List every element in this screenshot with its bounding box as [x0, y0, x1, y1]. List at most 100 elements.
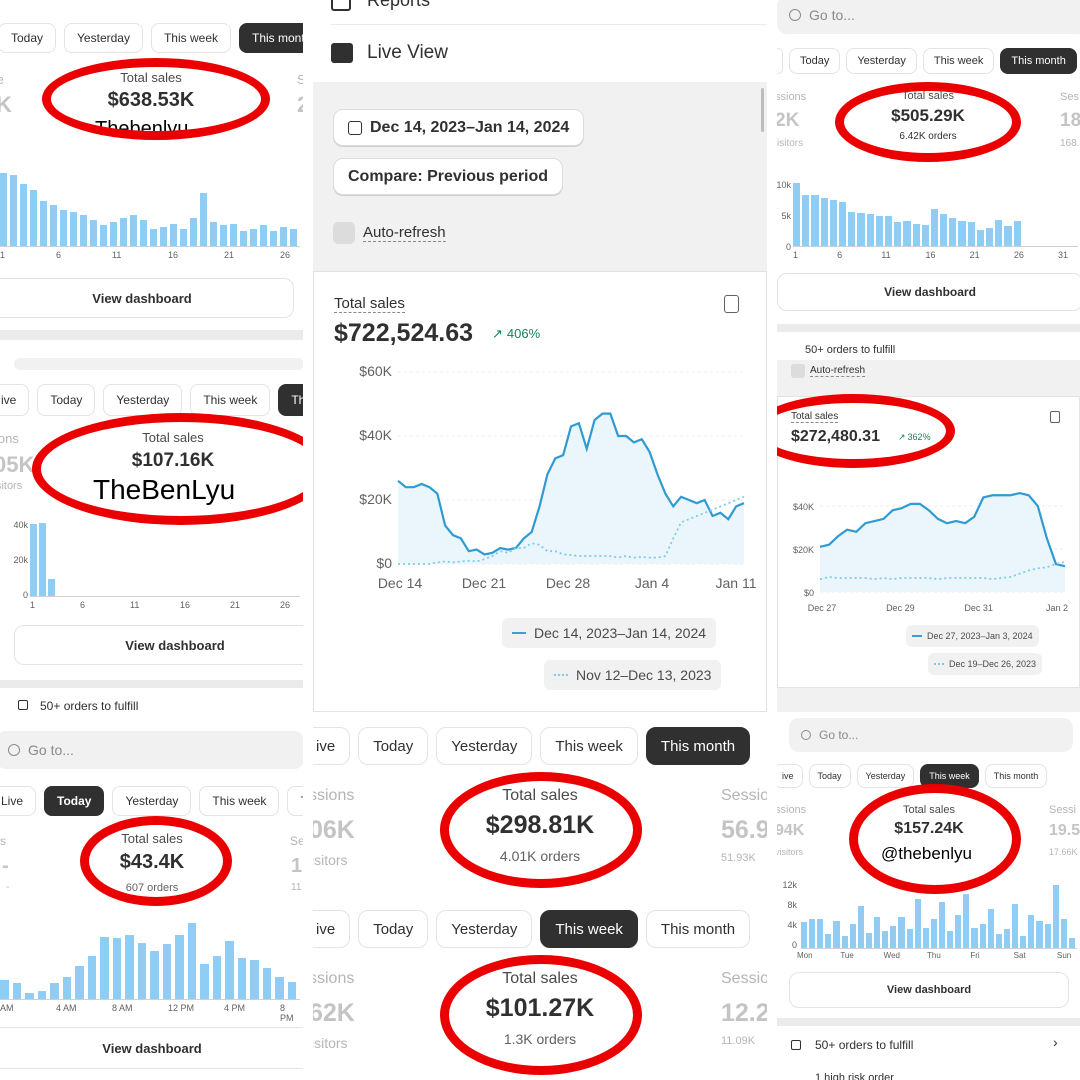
daily-sales-bar-chart [0, 160, 300, 246]
view-dashboard-button[interactable]: View dashboard [789, 972, 1069, 1008]
tab-today[interactable]: Today [808, 764, 851, 788]
area-fill [820, 493, 1065, 592]
tab-this-week[interactable]: This week [199, 786, 280, 816]
tab-this-week[interactable]: This week [540, 910, 638, 948]
x-tick-label: 11 [112, 250, 122, 260]
chart-bar [50, 204, 57, 246]
chart-bar [986, 227, 994, 246]
tab-this-week[interactable]: This week [150, 23, 231, 53]
tab-today[interactable]: Today [358, 727, 429, 765]
y-tick-label: 4k [787, 920, 797, 930]
chart-bar [884, 216, 893, 246]
tab-yesterday[interactable]: Yesterday [103, 384, 183, 416]
view-dashboard-button[interactable]: View dashboard [0, 278, 294, 318]
x-tick-label: 31 [1058, 250, 1069, 260]
orders-to-fulfill-label: 50+ orders to fulfill [815, 1038, 914, 1052]
chart-bar [833, 920, 840, 948]
orders-to-fulfill-row[interactable]: 50+ orders to fulfill [18, 699, 138, 713]
visitors-label: isitors [313, 1035, 348, 1051]
checkbox[interactable] [791, 364, 805, 378]
orders-to-fulfill-row[interactable]: 50+ orders to fulfill [791, 1038, 913, 1052]
tab-today[interactable]: Today [44, 786, 105, 816]
change-value: 406% [506, 326, 541, 341]
tab-yesterday[interactable]: Yesterday [64, 23, 143, 53]
scrollbar[interactable] [761, 88, 764, 132]
visitors-label: isitors [313, 852, 348, 868]
tab-live[interactable] [777, 48, 783, 74]
tab-this-week[interactable]: This week [190, 384, 271, 416]
checkbox[interactable] [333, 222, 355, 244]
tab-this-month[interactable]: This month [645, 727, 751, 765]
tab-today[interactable]: Today [0, 23, 57, 53]
auto-refresh-toggle[interactable]: Auto-refresh [333, 222, 446, 244]
chart-bar [1060, 919, 1067, 948]
chart-bar [212, 956, 221, 999]
tab-live[interactable]: ive [0, 384, 30, 416]
tab-this-month[interactable]: This month [645, 910, 751, 948]
total-sales-label: Total sales [903, 804, 955, 816]
series-previous-line [398, 495, 745, 565]
tab-this-week[interactable]: This week [920, 764, 979, 788]
nav-divider [331, 24, 767, 25]
view-dashboard-button[interactable]: View dashboard [0, 1027, 303, 1069]
total-sales-metric: Total sales $638.53K [66, 70, 236, 112]
tab-today[interactable]: Today [358, 910, 429, 948]
search-input[interactable]: Go to... [789, 718, 1073, 752]
auto-refresh-toggle[interactable]: Auto-refresh [791, 364, 866, 378]
orders-icon [18, 700, 28, 710]
tab-live[interactable]: ive [777, 764, 803, 788]
sessions-label: rs [0, 834, 6, 848]
tab-live[interactable]: ive [313, 910, 351, 948]
panel-analytics-small: Auto-refresh Total sales $272,480.31 ↗ 36… [777, 360, 1080, 712]
total-sales-value: $43.4K [119, 851, 185, 873]
compare-button[interactable]: Compare: Previous period [333, 158, 564, 195]
tab-today[interactable]: Today [37, 384, 96, 416]
total-sales-value: $157.24K [894, 820, 964, 837]
chart-bar [963, 893, 970, 948]
tab-this-month[interactable]: This month [984, 764, 1048, 788]
orders-to-fulfill-row[interactable]: 50+ orders to fulfill [805, 344, 896, 356]
sessions-label: ssions [777, 804, 807, 816]
x-tick-label: 12 PM [168, 1003, 195, 1013]
panel-week-sales: ive Today Yesterday This week This month… [313, 895, 767, 1080]
tab-yesterday[interactable]: Yesterday [436, 727, 533, 765]
nav-item-reports[interactable]: Reports [331, 0, 430, 11]
change-badge: ↗ 406% [492, 326, 540, 342]
search-input[interactable]: Go to... [777, 0, 1080, 34]
search-input[interactable]: Go to... [0, 731, 303, 769]
chart-bar [802, 194, 810, 246]
nav-item-live-view[interactable]: Live View [331, 42, 448, 64]
tab-this-week[interactable]: This week [922, 48, 995, 74]
tab-live[interactable]: Live [0, 786, 37, 816]
sessions-label: ssions [313, 787, 355, 804]
view-dashboard-button[interactable]: View dashboard [14, 625, 303, 665]
report-icon[interactable] [724, 295, 739, 313]
watermark-text: @thebenlyu [881, 844, 972, 863]
area-fill [398, 413, 744, 564]
tab-this-month[interactable]: This mont [239, 23, 303, 53]
report-icon[interactable] [1050, 411, 1060, 423]
tab-yesterday[interactable]: Yesterday [436, 910, 533, 948]
tab-this-month[interactable]: This m [287, 786, 303, 816]
tab-live[interactable]: ive [313, 727, 351, 765]
tab-yesterday[interactable]: Yesterday [846, 48, 917, 74]
chart-bar [857, 213, 865, 246]
tab-yesterday[interactable]: Yesterday [856, 764, 915, 788]
chart-bar [940, 214, 948, 246]
right-value: 19.5 [1049, 822, 1080, 839]
view-dashboard-button[interactable]: View dashboard [777, 273, 1080, 311]
tab-this-month[interactable]: This month [1000, 48, 1077, 74]
orders-icon [791, 1040, 801, 1050]
chevron-right-icon[interactable]: › [1053, 1034, 1058, 1050]
chart-bar [170, 223, 177, 246]
tab-today[interactable]: Today [789, 48, 841, 74]
x-tick-label: Dec 31 [964, 603, 993, 612]
date-range-button[interactable]: Dec 14, 2023–Jan 14, 2024 [333, 109, 585, 146]
chart-bar [30, 523, 37, 596]
chart-bar [874, 917, 881, 948]
chart-bar [0, 979, 9, 999]
tab-this-month[interactable]: This mo [278, 384, 303, 416]
high-risk-row[interactable]: 1 high risk order [815, 1072, 894, 1080]
tab-yesterday[interactable]: Yesterday [112, 786, 192, 816]
tab-this-week[interactable]: This week [540, 727, 638, 765]
